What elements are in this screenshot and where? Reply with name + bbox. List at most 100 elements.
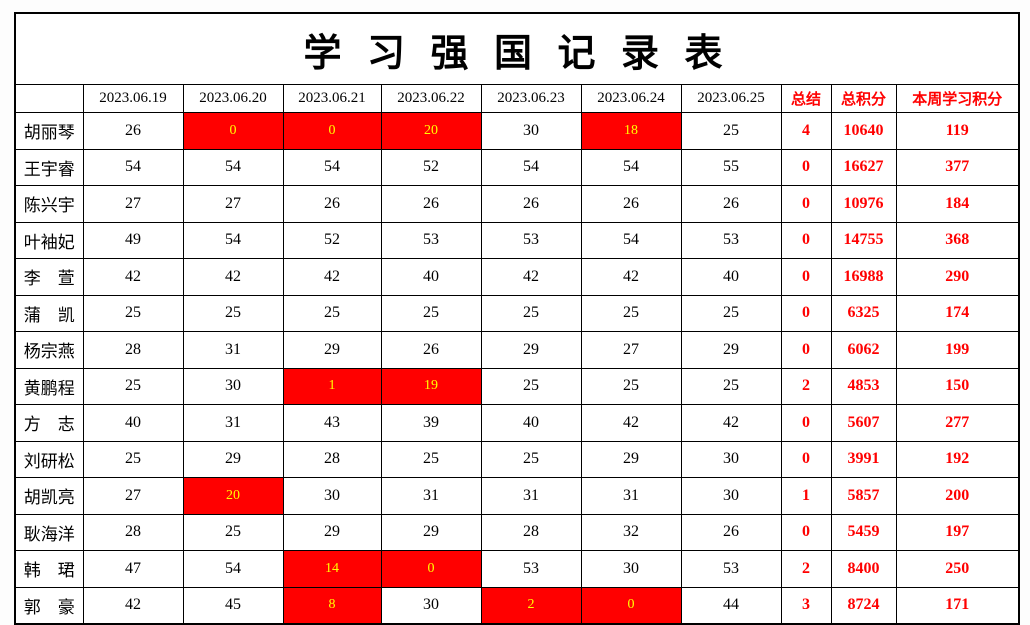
- score-cell: 26: [282, 185, 382, 223]
- score-cell: 28: [82, 513, 184, 551]
- score-cell: 43: [282, 404, 382, 442]
- score-cell: 0: [380, 550, 482, 588]
- score-cell: 26: [580, 185, 682, 223]
- week-cell: 250: [895, 550, 1020, 588]
- score-cell: 53: [680, 221, 782, 259]
- total-cell: 5607: [830, 404, 897, 442]
- total-cell: 10976: [830, 185, 897, 223]
- score-cell: 54: [182, 550, 284, 588]
- date-header: 2023.06.23: [480, 84, 582, 113]
- score-cell: 26: [680, 185, 782, 223]
- name-cell: 胡丽琴: [14, 112, 84, 150]
- week-cell: 192: [895, 440, 1020, 478]
- score-cell: 30: [680, 477, 782, 515]
- score-cell: 30: [380, 586, 482, 625]
- week-cell: 199: [895, 331, 1020, 369]
- name-cell: 杨宗燕: [14, 331, 84, 369]
- name-cell: 胡凯亮: [14, 477, 84, 515]
- score-cell: 42: [580, 404, 682, 442]
- total-cell: 16627: [830, 148, 897, 186]
- summary-cell: 4: [780, 112, 832, 150]
- total-cell: 8400: [830, 550, 897, 588]
- week-cell: 277: [895, 404, 1020, 442]
- score-cell: 27: [182, 185, 284, 223]
- score-cell: 40: [480, 404, 582, 442]
- score-cell: 27: [82, 185, 184, 223]
- score-cell: 42: [182, 258, 284, 296]
- table-row: 方 志 40 31 43 39 40 42 42 0 5607 277: [14, 404, 1020, 442]
- score-cell: 26: [380, 331, 482, 369]
- name-cell: 叶袖妃: [14, 221, 84, 259]
- name-cell: 韩 珺: [14, 550, 84, 588]
- score-cell: 28: [282, 440, 382, 478]
- header-row: 2023.06.19 2023.06.20 2023.06.21 2023.06.22…: [14, 84, 1020, 113]
- score-cell: 30: [282, 477, 382, 515]
- score-cell: 29: [182, 440, 284, 478]
- name-cell: 郭 豪: [14, 586, 84, 625]
- total-cell: 6062: [830, 331, 897, 369]
- score-cell: 8: [282, 586, 382, 625]
- score-cell: 29: [680, 331, 782, 369]
- score-cell: 25: [380, 440, 482, 478]
- week-cell: 184: [895, 185, 1020, 223]
- week-cell: 174: [895, 294, 1020, 332]
- score-cell: 29: [380, 513, 482, 551]
- name-cell: 刘研松: [14, 440, 84, 478]
- score-cell: 26: [380, 185, 482, 223]
- summary-cell: 0: [780, 258, 832, 296]
- score-cell: 52: [282, 221, 382, 259]
- total-cell: 5459: [830, 513, 897, 551]
- total-cell: 4853: [830, 367, 897, 405]
- score-cell: 25: [580, 367, 682, 405]
- score-cell: 42: [680, 404, 782, 442]
- summary-cell: 3: [780, 586, 832, 625]
- score-cell: 53: [380, 221, 482, 259]
- score-cell: 25: [480, 440, 582, 478]
- name-cell: 方 志: [14, 404, 84, 442]
- summary-header: 总结: [780, 84, 832, 113]
- score-cell: 25: [580, 294, 682, 332]
- total-header: 总积分: [830, 84, 897, 113]
- score-cell: 25: [182, 294, 284, 332]
- score-cell: 26: [480, 185, 582, 223]
- score-cell: 0: [182, 112, 284, 150]
- summary-cell: 0: [780, 185, 832, 223]
- score-cell: 31: [182, 331, 284, 369]
- table-row: 胡凯亮 27 20 30 31 31 31 30 1 5857 200: [14, 477, 1020, 515]
- score-cell: 32: [580, 513, 682, 551]
- week-cell: 150: [895, 367, 1020, 405]
- score-cell: 25: [182, 513, 284, 551]
- title-row: 学 习 强 国 记 录 表: [14, 12, 1020, 85]
- page-title: 学 习 强 国 记 录 表: [14, 12, 1020, 85]
- score-cell: 42: [82, 258, 184, 296]
- score-cell: 28: [82, 331, 184, 369]
- total-cell: 5857: [830, 477, 897, 515]
- score-cell: 25: [82, 294, 184, 332]
- score-cell: 29: [480, 331, 582, 369]
- total-cell: 16988: [830, 258, 897, 296]
- score-cell: 25: [680, 112, 782, 150]
- table-row: 王宇睿 54 54 54 52 54 54 55 0 16627 377: [14, 148, 1020, 186]
- table-row: 胡丽琴 26 0 0 20 30 18 25 4 10640 119: [14, 112, 1020, 150]
- date-header: 2023.06.24: [580, 84, 682, 113]
- table-row: 叶袖妃 49 54 52 53 53 54 53 0 14755 368: [14, 221, 1020, 259]
- score-cell: 54: [580, 148, 682, 186]
- score-cell: 27: [580, 331, 682, 369]
- score-cell: 31: [182, 404, 284, 442]
- summary-cell: 0: [780, 440, 832, 478]
- score-cell: 25: [82, 367, 184, 405]
- date-header: 2023.06.25: [680, 84, 782, 113]
- score-cell: 25: [82, 440, 184, 478]
- week-cell: 377: [895, 148, 1020, 186]
- name-cell: 陈兴宇: [14, 185, 84, 223]
- week-cell: 197: [895, 513, 1020, 551]
- score-cell: 0: [580, 586, 682, 625]
- table-row: 耿海洋 28 25 29 29 28 32 26 0 5459 197: [14, 513, 1020, 551]
- date-header: 2023.06.21: [282, 84, 382, 113]
- week-cell: 290: [895, 258, 1020, 296]
- date-header: 2023.06.20: [182, 84, 284, 113]
- table-row: 杨宗燕 28 31 29 26 29 27 29 0 6062 199: [14, 331, 1020, 369]
- score-cell: 25: [480, 294, 582, 332]
- score-cell: 54: [82, 148, 184, 186]
- date-header: 2023.06.19: [82, 84, 184, 113]
